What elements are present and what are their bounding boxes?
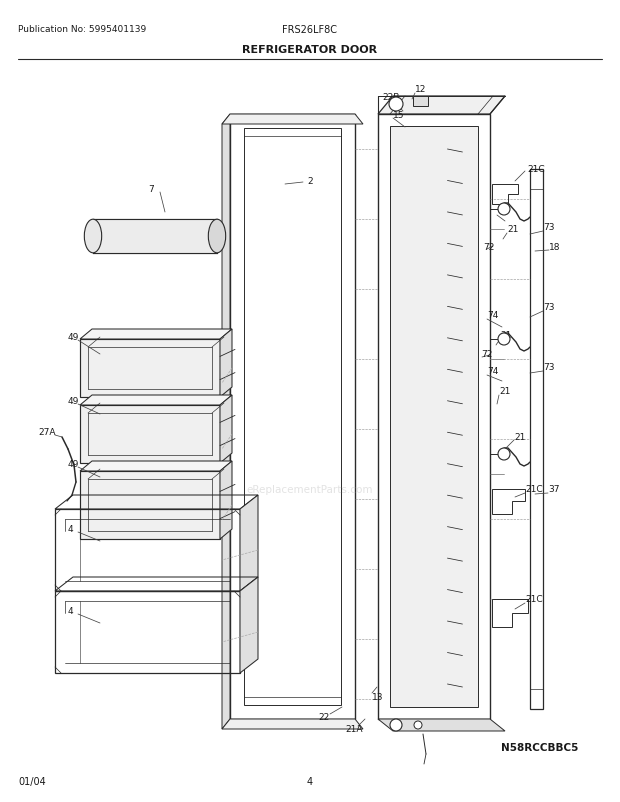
- Polygon shape: [378, 97, 505, 107]
- Text: 73: 73: [543, 303, 554, 312]
- Text: 15: 15: [393, 111, 404, 119]
- Text: 73: 73: [543, 363, 554, 372]
- Text: 18: 18: [549, 242, 560, 251]
- Polygon shape: [80, 395, 232, 406]
- Text: 21: 21: [514, 433, 525, 442]
- Text: 21A: 21A: [345, 724, 363, 734]
- Polygon shape: [80, 472, 220, 539]
- Polygon shape: [240, 496, 258, 591]
- Circle shape: [498, 448, 510, 460]
- Circle shape: [498, 334, 510, 346]
- Text: 49: 49: [68, 460, 79, 469]
- Polygon shape: [222, 115, 363, 125]
- Text: 22B: 22B: [382, 92, 399, 101]
- Circle shape: [389, 98, 403, 111]
- Text: 21C: 21C: [527, 164, 544, 173]
- Polygon shape: [222, 719, 363, 729]
- Text: 7: 7: [148, 184, 154, 193]
- Polygon shape: [80, 461, 232, 472]
- Text: 13: 13: [372, 693, 384, 702]
- Text: 2: 2: [307, 176, 312, 185]
- Text: 74: 74: [487, 311, 498, 320]
- Text: 22: 22: [318, 713, 329, 722]
- Polygon shape: [220, 461, 232, 539]
- Text: 12: 12: [415, 85, 427, 95]
- Text: 72: 72: [483, 243, 494, 252]
- Polygon shape: [390, 127, 478, 707]
- Text: 4: 4: [307, 776, 313, 786]
- Polygon shape: [222, 115, 230, 729]
- Text: 73: 73: [543, 223, 554, 233]
- Text: 49: 49: [68, 333, 79, 342]
- Text: 4: 4: [68, 607, 74, 616]
- Polygon shape: [93, 220, 217, 253]
- Text: 4: 4: [68, 525, 74, 534]
- Polygon shape: [80, 339, 220, 398]
- Ellipse shape: [84, 220, 102, 253]
- Polygon shape: [80, 406, 220, 464]
- Text: 37: 37: [548, 485, 559, 494]
- Text: 74: 74: [497, 207, 508, 217]
- Ellipse shape: [208, 220, 226, 253]
- Text: 74: 74: [487, 367, 498, 376]
- Text: FRS26LF8C: FRS26LF8C: [283, 25, 337, 35]
- Polygon shape: [220, 395, 232, 464]
- Text: eReplacementParts.com: eReplacementParts.com: [247, 484, 373, 494]
- Text: Publication No: 5995401139: Publication No: 5995401139: [18, 26, 146, 34]
- Circle shape: [414, 721, 422, 729]
- Text: 27A: 27A: [38, 428, 56, 437]
- Text: 21: 21: [507, 225, 518, 234]
- Polygon shape: [220, 330, 232, 398]
- Text: REFRIGERATOR DOOR: REFRIGERATOR DOOR: [242, 45, 378, 55]
- Polygon shape: [378, 97, 505, 115]
- Polygon shape: [378, 719, 505, 731]
- Circle shape: [390, 719, 402, 731]
- Polygon shape: [240, 577, 258, 673]
- Text: 72: 72: [481, 350, 492, 359]
- Text: 49: 49: [68, 397, 79, 406]
- Text: 21C: 21C: [525, 485, 542, 494]
- Text: N58RCCBBC5: N58RCCBBC5: [502, 742, 578, 752]
- Polygon shape: [80, 330, 232, 339]
- Text: 21C: 21C: [525, 595, 542, 604]
- Circle shape: [498, 204, 510, 216]
- Text: 01/04: 01/04: [18, 776, 46, 786]
- Text: 21: 21: [500, 331, 511, 340]
- Text: 21: 21: [499, 387, 510, 396]
